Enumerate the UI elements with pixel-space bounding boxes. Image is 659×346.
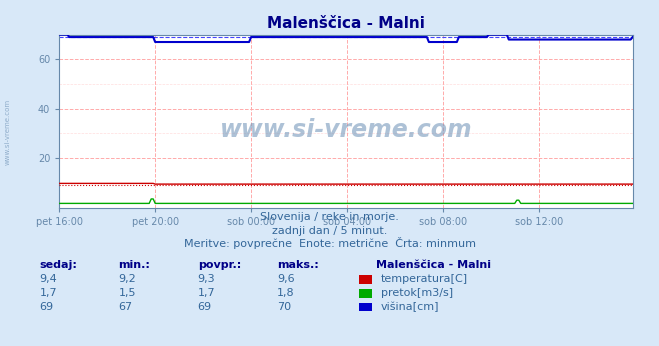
- Text: 9,6: 9,6: [277, 274, 295, 284]
- Text: sedaj:: sedaj:: [40, 260, 77, 270]
- Text: 1,7: 1,7: [198, 288, 215, 298]
- Text: www.si-vreme.com: www.si-vreme.com: [5, 98, 11, 165]
- Text: višina[cm]: višina[cm]: [381, 301, 440, 312]
- Text: 70: 70: [277, 302, 291, 312]
- Text: www.si-vreme.com: www.si-vreme.com: [219, 118, 473, 142]
- Text: 9,3: 9,3: [198, 274, 215, 284]
- Text: 69: 69: [198, 302, 212, 312]
- Text: 9,4: 9,4: [40, 274, 57, 284]
- Text: zadnji dan / 5 minut.: zadnji dan / 5 minut.: [272, 226, 387, 236]
- Text: Slovenija / reke in morje.: Slovenija / reke in morje.: [260, 212, 399, 222]
- Text: min.:: min.:: [119, 260, 150, 270]
- Text: 1,5: 1,5: [119, 288, 136, 298]
- Text: povpr.:: povpr.:: [198, 260, 241, 270]
- Title: Malenščica - Malni: Malenščica - Malni: [267, 16, 425, 31]
- Text: temperatura[C]: temperatura[C]: [381, 274, 468, 284]
- Text: maks.:: maks.:: [277, 260, 318, 270]
- Text: pretok[m3/s]: pretok[m3/s]: [381, 288, 453, 298]
- Text: 1,8: 1,8: [277, 288, 295, 298]
- Text: Meritve: povprečne  Enote: metrične  Črta: minmum: Meritve: povprečne Enote: metrične Črta:…: [183, 237, 476, 249]
- Text: 1,7: 1,7: [40, 288, 57, 298]
- Text: 69: 69: [40, 302, 53, 312]
- Text: Malenščica - Malni: Malenščica - Malni: [376, 260, 491, 270]
- Text: 67: 67: [119, 302, 132, 312]
- Text: 9,2: 9,2: [119, 274, 136, 284]
